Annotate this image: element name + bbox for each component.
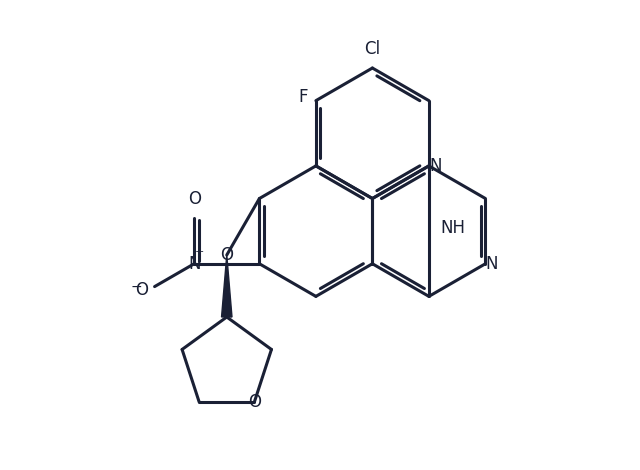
Text: N: N	[188, 255, 200, 273]
Text: F: F	[299, 88, 308, 106]
Text: NH: NH	[441, 219, 466, 237]
Text: O: O	[188, 190, 201, 208]
Text: O: O	[220, 246, 233, 264]
Text: −: −	[131, 280, 142, 294]
Text: Cl: Cl	[364, 40, 380, 58]
Polygon shape	[221, 255, 232, 317]
Text: O: O	[248, 393, 261, 411]
Text: N: N	[485, 255, 498, 273]
Text: N: N	[429, 157, 442, 175]
Text: +: +	[195, 247, 204, 257]
Text: O: O	[135, 281, 148, 299]
